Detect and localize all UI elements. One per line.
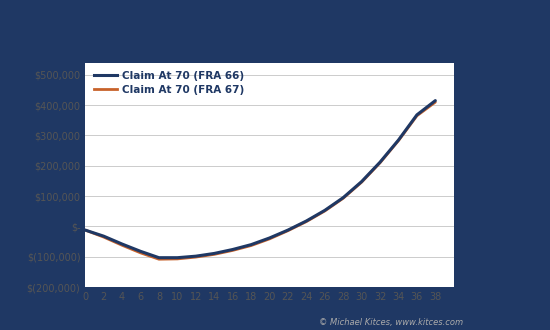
Claim At 70 (FRA 66) [414,113,420,117]
Claim At 70 (FRA 66) [322,209,328,213]
Claim At 70 (FRA 66) [229,248,236,251]
Line: Claim At 70 (FRA 66): Claim At 70 (FRA 66) [85,101,436,258]
Line: Claim At 70 (FRA 67): Claim At 70 (FRA 67) [85,102,436,259]
Claim At 70 (FRA 67) [432,100,439,104]
Y-axis label: Cumulative Economic Value: Cumulative Economic Value [13,94,23,256]
Legend: Claim At 70 (FRA 66), Claim At 70 (FRA 67): Claim At 70 (FRA 66), Claim At 70 (FRA 6… [90,68,247,98]
Claim At 70 (FRA 66) [377,160,383,164]
Text: SOCIAL SECURITY BREAKEVEN DELAYING FROM 62 TO 70
WITH DIFFERENT FRAS (3% INFLATI: SOCIAL SECURITY BREAKEVEN DELAYING FROM … [81,15,458,43]
Claim At 70 (FRA 66) [266,236,273,240]
Claim At 70 (FRA 67) [211,252,218,256]
Claim At 70 (FRA 66) [138,249,144,253]
Claim At 70 (FRA 67) [303,220,310,224]
Claim At 70 (FRA 66) [156,256,162,260]
Claim At 70 (FRA 67) [285,229,292,233]
Claim At 70 (FRA 67) [192,255,199,259]
Claim At 70 (FRA 67) [377,161,383,165]
Claim At 70 (FRA 67) [266,237,273,241]
Claim At 70 (FRA 66) [101,234,107,238]
Claim At 70 (FRA 66) [285,228,292,232]
Claim At 70 (FRA 66) [211,251,218,255]
X-axis label: Years From Initial Delay Point: Years From Initial Delay Point [172,306,367,319]
Claim At 70 (FRA 67) [414,114,420,118]
Claim At 70 (FRA 67) [174,257,181,261]
Claim At 70 (FRA 66) [359,180,365,183]
Claim At 70 (FRA 66) [248,243,255,247]
Claim At 70 (FRA 66) [174,256,181,260]
Claim At 70 (FRA 67) [340,196,346,200]
Claim At 70 (FRA 67) [156,257,162,261]
Claim At 70 (FRA 66) [82,228,89,232]
Text: Negligible Reduced
Value Of Delaying
Retirement Benefits
Due To Higher FRA: Negligible Reduced Value Of Delaying Ret… [461,132,550,172]
Claim At 70 (FRA 67) [82,228,89,232]
Claim At 70 (FRA 66) [432,99,439,103]
Claim At 70 (FRA 67) [248,244,255,248]
Claim At 70 (FRA 67) [138,251,144,255]
Claim At 70 (FRA 67) [322,209,328,213]
Claim At 70 (FRA 66) [340,196,346,200]
Claim At 70 (FRA 67) [359,180,365,184]
Claim At 70 (FRA 66) [395,138,402,142]
Claim At 70 (FRA 67) [101,235,107,239]
Claim At 70 (FRA 66) [192,254,199,258]
Claim At 70 (FRA 67) [229,248,236,252]
Claim At 70 (FRA 66) [303,219,310,223]
Text: © Michael Kitces, www.kitces.com: © Michael Kitces, www.kitces.com [319,318,463,327]
Claim At 70 (FRA 67) [119,243,125,247]
Claim At 70 (FRA 67) [395,139,402,143]
Claim At 70 (FRA 66) [119,242,125,246]
